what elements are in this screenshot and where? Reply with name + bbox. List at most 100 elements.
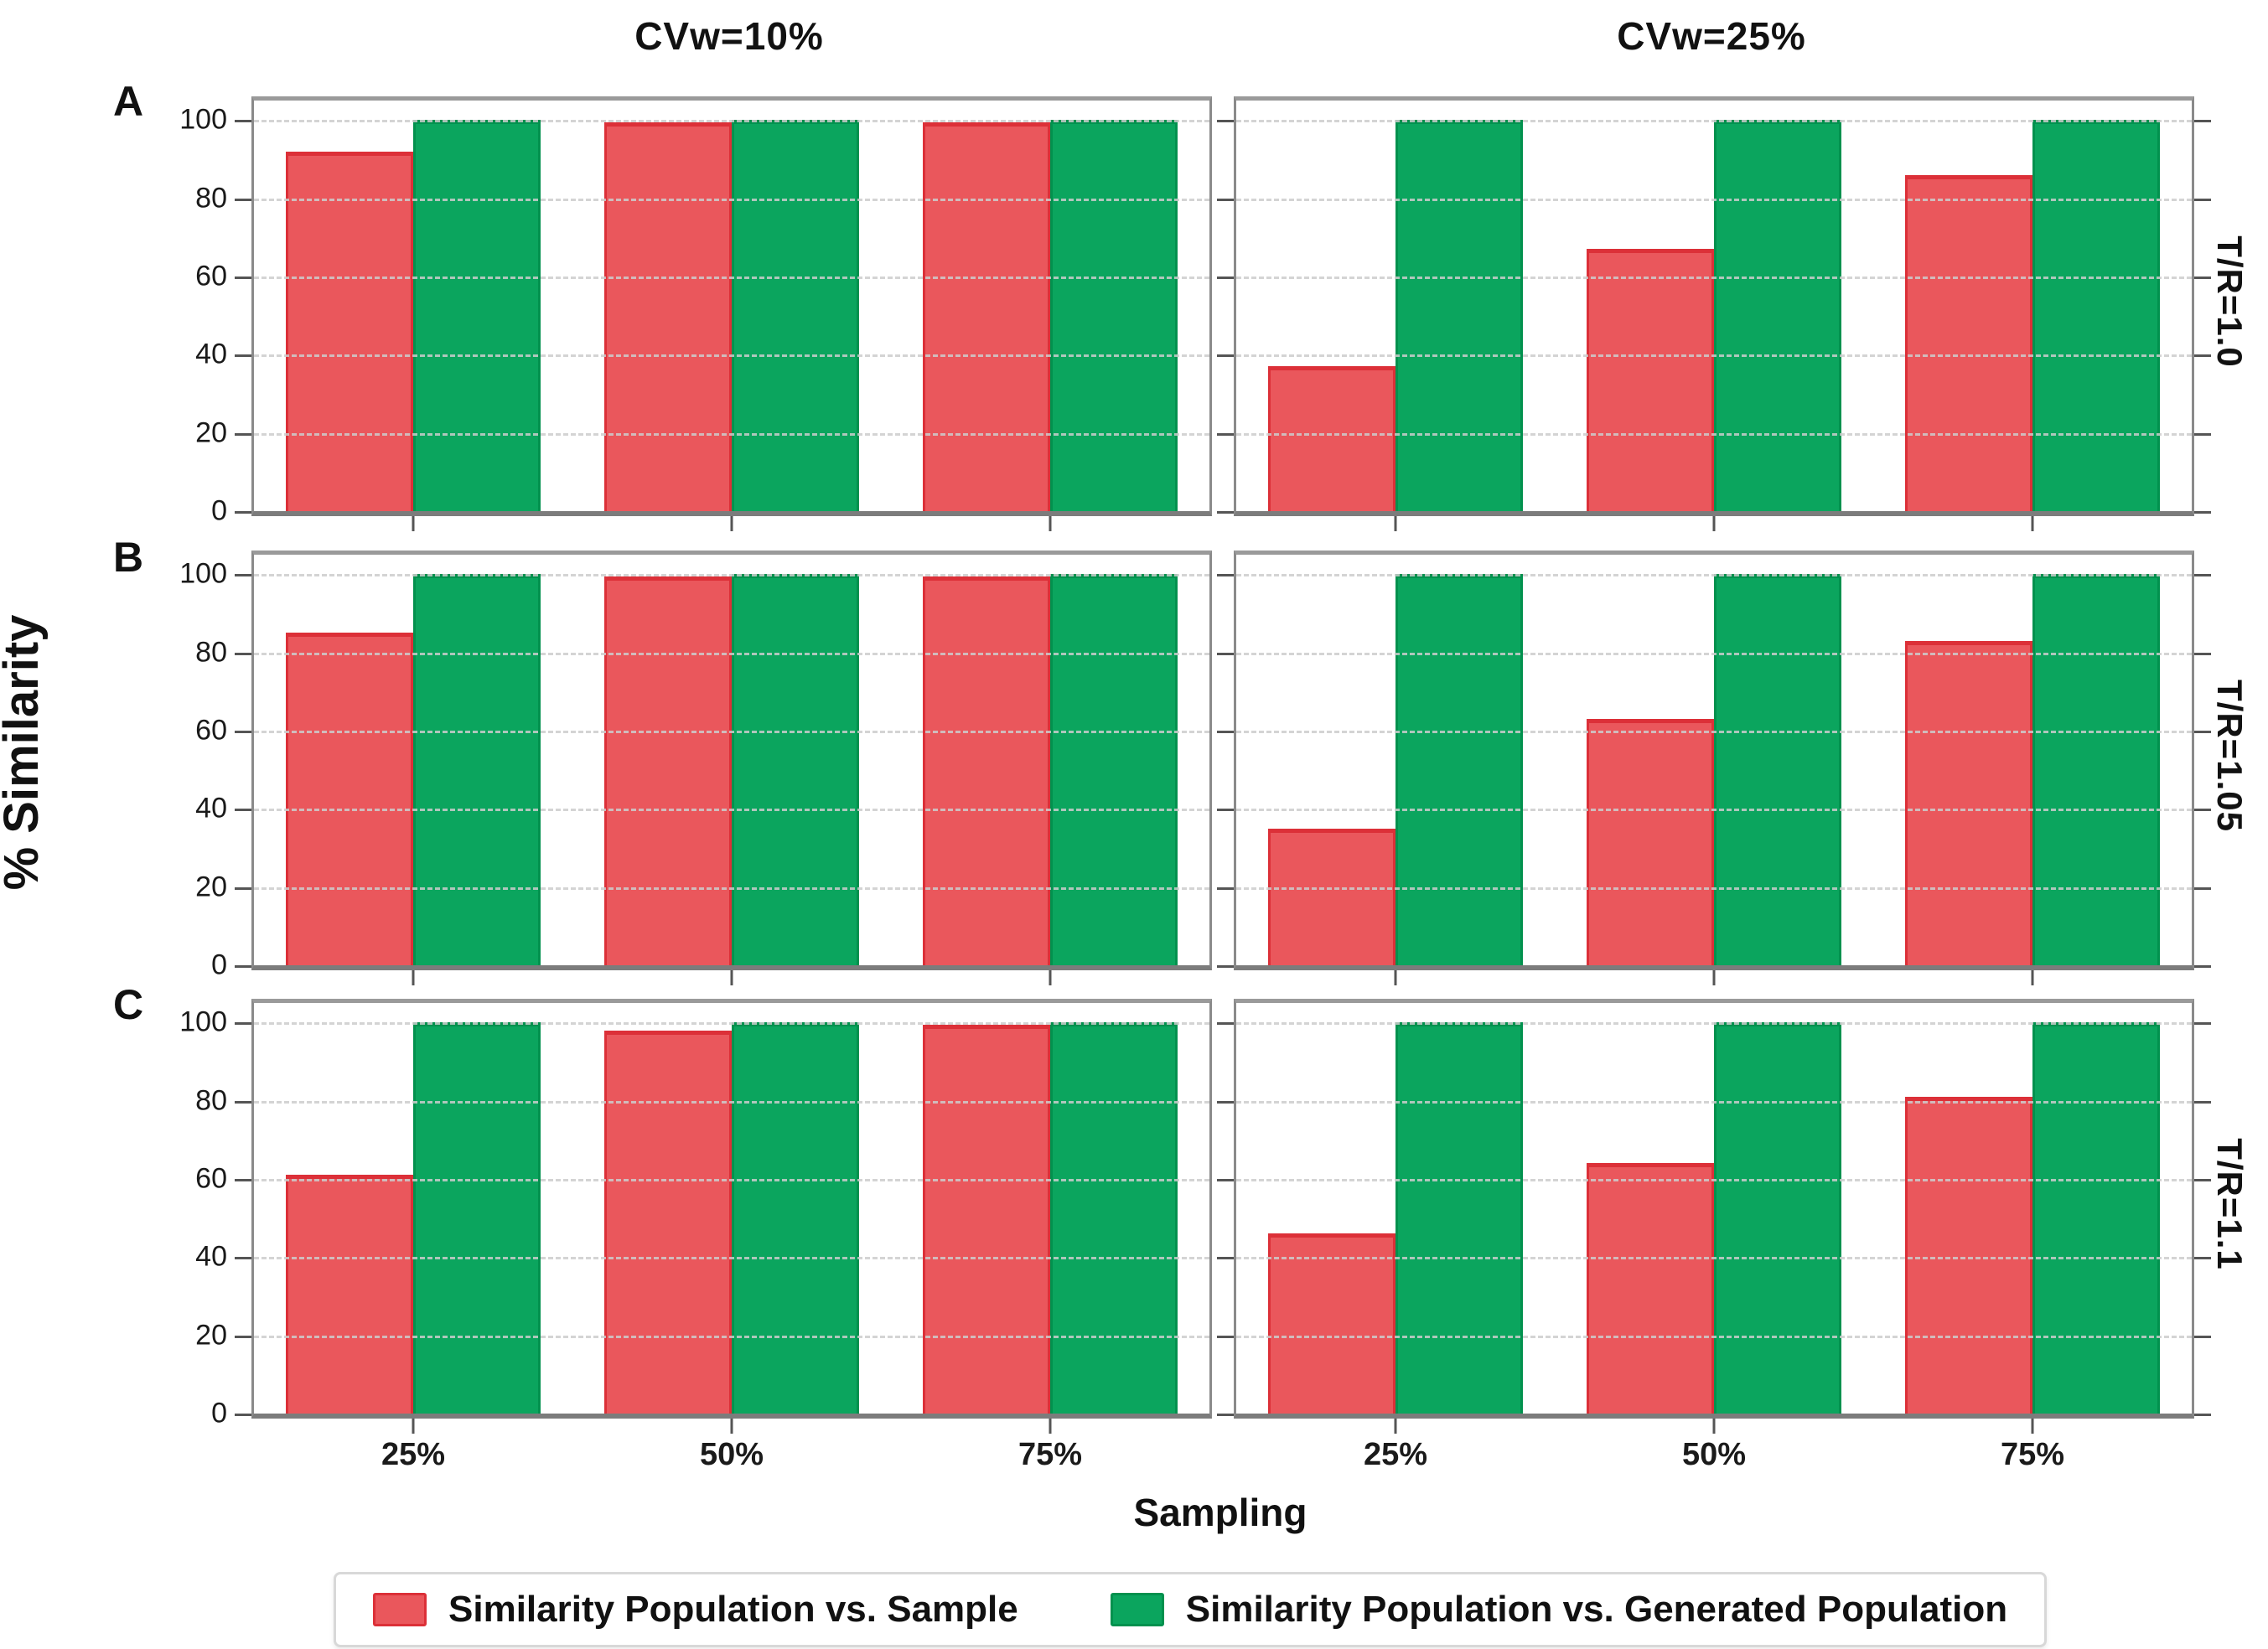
legend-swatch-red	[373, 1593, 427, 1626]
chart-panel-b-cvw10: 0 20 40 60 80 100	[179, 551, 1212, 985]
y-tick	[2194, 1414, 2211, 1416]
bar-sample	[604, 1030, 732, 1414]
gridline	[1236, 1179, 2192, 1181]
gridline	[1236, 809, 2192, 812]
x-tick	[730, 970, 733, 985]
y-tick	[1217, 965, 1234, 968]
x-tick	[1712, 1419, 1716, 1434]
y-tick	[1217, 1179, 1234, 1181]
row-title-tr105: T/R=1.05	[2210, 680, 2250, 832]
bar-generated	[413, 574, 541, 965]
panel-letter-c: C	[112, 981, 144, 1028]
y-tick	[235, 731, 251, 733]
gridline	[1236, 277, 2192, 279]
y-tick	[235, 511, 251, 514]
y-tick	[2194, 1100, 2211, 1104]
y-tick	[235, 1257, 251, 1260]
bar-sample	[923, 576, 1050, 965]
y-tick-label: 0	[211, 1397, 227, 1429]
y-tick	[2194, 511, 2211, 514]
gridline	[1236, 731, 2192, 733]
y-tick-label: 80	[195, 182, 227, 215]
bar-sample	[923, 1024, 1050, 1414]
row-title-tr10: T/R=1.0	[2210, 235, 2250, 368]
y-tick-label: 60	[195, 1162, 227, 1195]
y-tick	[2194, 120, 2211, 123]
gridline	[1236, 354, 2192, 358]
y-tick	[1217, 1022, 1234, 1026]
y-tick-label: 0	[211, 949, 227, 981]
bar-sample	[604, 576, 732, 965]
bar-generated	[1714, 1022, 1841, 1414]
y-tick	[1217, 1257, 1234, 1260]
gridline	[254, 277, 1209, 279]
gridline	[254, 432, 1209, 436]
y-tick	[2194, 574, 2211, 577]
y-tick	[1217, 1100, 1234, 1104]
legend-item-generated: Similarity Population vs. Generated Popu…	[1110, 1589, 2007, 1631]
gridline	[254, 354, 1209, 358]
y-tick	[1217, 887, 1234, 890]
y-tick-label: 0	[211, 494, 227, 527]
x-tick	[1049, 516, 1052, 531]
y-tick	[1217, 652, 1234, 655]
y-tick-label: 100	[179, 103, 227, 136]
bar-generated	[2032, 1022, 2160, 1414]
y-tick	[1217, 277, 1234, 279]
x-tick-label: 25%	[381, 1437, 446, 1472]
bar-sample	[1587, 249, 1714, 511]
y-tick	[2194, 1335, 2211, 1338]
y-axis-label: % Similarity	[0, 614, 49, 891]
gridline	[1236, 887, 2192, 890]
gridline	[1236, 198, 2192, 201]
bar-sample	[1268, 1233, 1395, 1414]
bar-generated	[2032, 120, 2160, 511]
y-tick	[1217, 354, 1234, 358]
y-tick-label: 60	[195, 714, 227, 747]
x-tick	[730, 516, 733, 531]
gridline	[254, 198, 1209, 201]
y-tick-label: 40	[195, 338, 227, 370]
x-tick-label: 75%	[1017, 1437, 1083, 1472]
gridline	[1236, 652, 2192, 655]
y-tick	[1217, 1414, 1234, 1416]
y-tick	[1217, 432, 1234, 436]
gridline	[254, 1022, 1209, 1026]
gridline	[1236, 1022, 2192, 1026]
y-tick	[1217, 1335, 1234, 1338]
panel-letter-a: A	[112, 78, 144, 125]
y-tick	[2194, 1022, 2211, 1026]
bar-generated	[732, 1022, 859, 1414]
bar-sample	[1905, 640, 2032, 965]
x-tick	[730, 1419, 733, 1434]
x-tick-label: 50%	[699, 1437, 764, 1472]
y-tick	[235, 1335, 251, 1338]
y-tick	[1217, 511, 1234, 514]
gridline	[254, 1100, 1209, 1104]
y-tick-label: 20	[195, 871, 227, 903]
bar-generated	[732, 120, 859, 511]
y-tick	[235, 120, 251, 123]
chart-panel-b-cvw25	[1217, 551, 2211, 985]
y-tick	[235, 277, 251, 279]
chart-panel-c-cvw10: 0 20 40 60 80 100 25% 50% 75%	[179, 999, 1212, 1472]
y-tick-label: 60	[195, 260, 227, 292]
y-tick	[2194, 965, 2211, 968]
bar-sample	[923, 121, 1050, 511]
bar-generated	[1395, 574, 1523, 965]
gridline	[1236, 1100, 2192, 1104]
row-title-tr11: T/R=1.1	[2210, 1138, 2250, 1270]
y-tick	[2194, 432, 2211, 436]
y-tick	[1217, 574, 1234, 577]
bar-sample	[1268, 366, 1395, 511]
x-tick	[412, 970, 415, 985]
column-title-cvw10: CVw=10%	[634, 14, 824, 58]
chart-panel-c-cvw25: 25% 50% 75%	[1217, 999, 2211, 1472]
y-tick	[235, 652, 251, 655]
gridline	[254, 120, 1209, 123]
x-axis-label: Sampling	[1133, 1491, 1307, 1534]
y-tick	[235, 1100, 251, 1104]
y-tick	[2194, 1179, 2211, 1181]
x-tick	[2031, 516, 2034, 531]
